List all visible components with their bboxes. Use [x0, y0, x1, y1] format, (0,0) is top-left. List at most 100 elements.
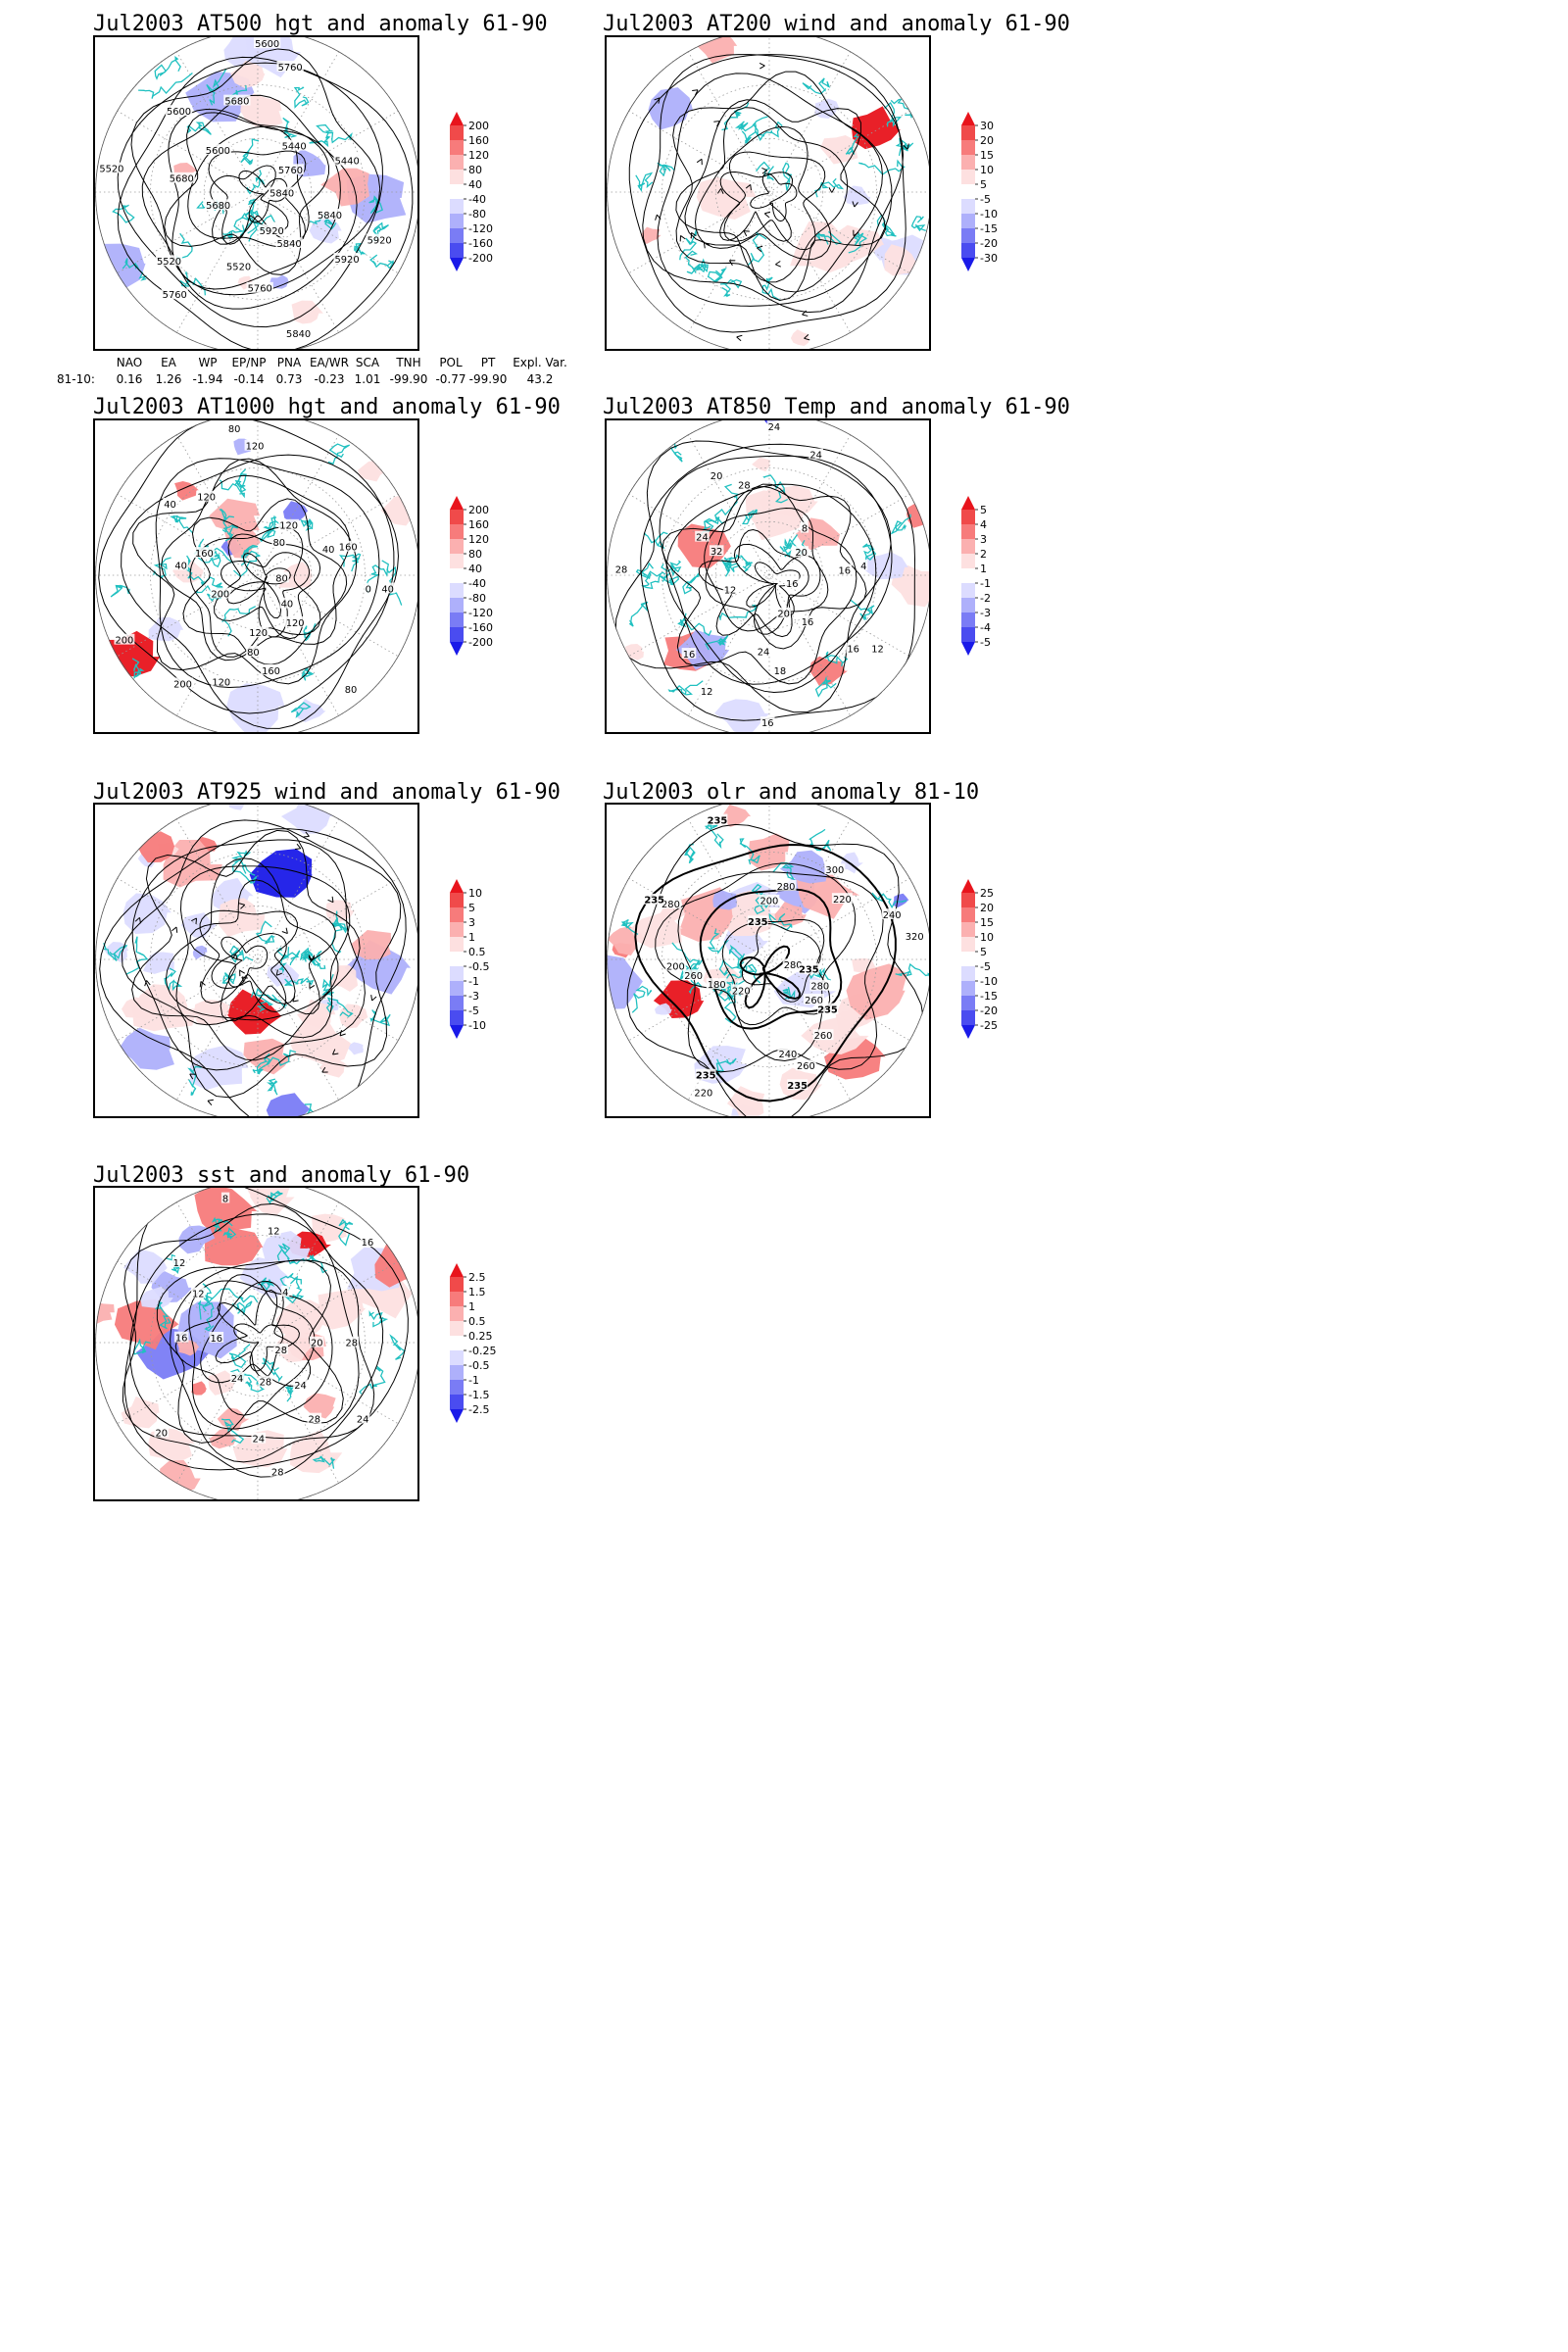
- streamline: [723, 151, 826, 251]
- coastline: [895, 137, 914, 157]
- streamline: [131, 829, 361, 1061]
- flow-arrow: [134, 916, 141, 924]
- coastline: [228, 1344, 251, 1368]
- colorbar-label: -5: [980, 960, 991, 973]
- contour-label: 5680: [224, 97, 249, 108]
- coastline: [876, 214, 897, 237]
- colorbar-swatch: [450, 539, 464, 554]
- contour-label: 40: [164, 500, 176, 511]
- positive-anomaly-area: [846, 963, 907, 1020]
- contour-label: 4: [860, 562, 866, 572]
- colorbar-bottom-arrow: [961, 258, 975, 271]
- negative-anomaly-area: [860, 552, 908, 579]
- contour-line: [123, 1188, 409, 1471]
- index-value-pol: -0.77: [435, 372, 466, 386]
- colorbar-swatch: [450, 510, 464, 524]
- colorbar-swatch: [961, 907, 975, 922]
- coastline: [198, 1283, 213, 1304]
- coastline: [164, 967, 183, 992]
- contour-line: [161, 474, 351, 662]
- contour-label: 16: [761, 718, 774, 729]
- colorbar-swatch: [961, 199, 975, 214]
- flow-arrow: [679, 235, 686, 242]
- colorbar-swatch: [450, 1277, 464, 1292]
- colorbar-swatch: [450, 1010, 464, 1025]
- contour-label: 40: [281, 600, 294, 611]
- contour-label-bg: [831, 893, 853, 905]
- coastline: [206, 68, 227, 106]
- colorbar-top-arrow: [961, 879, 975, 893]
- positive-anomaly-area: [191, 1381, 207, 1396]
- contour-line: [677, 871, 884, 1073]
- contour-label: 5520: [157, 257, 181, 268]
- contour-label: 200: [115, 636, 133, 647]
- contour-label: 4: [282, 1288, 288, 1298]
- colorbar-swatch: [450, 1380, 464, 1395]
- negative-anomaly-area: [249, 849, 313, 898]
- contour-label: 80: [273, 538, 286, 549]
- colorbar-label: -0.25: [468, 1345, 496, 1357]
- index-header-tnh: TNH: [396, 356, 421, 369]
- latitude-circle: [662, 84, 877, 300]
- colorbar-swatch: [450, 155, 464, 170]
- index-header-sca: SCA: [355, 356, 380, 369]
- colorbar-swatch: [450, 952, 464, 966]
- contour-label-bg: [226, 421, 242, 433]
- contour-label-bg: [254, 37, 281, 49]
- colorbar-swatch: [961, 228, 975, 243]
- contour-label-bg: [281, 1285, 290, 1297]
- positive-anomaly-area: [317, 1290, 367, 1330]
- coastline: [284, 977, 315, 987]
- contour-label-bg: [196, 490, 218, 502]
- coastline: [267, 515, 283, 539]
- meridian-line: [175, 818, 340, 1101]
- positive-anomaly-area: [891, 564, 929, 608]
- contour-label-bg: [269, 186, 296, 198]
- flow-arrow: [332, 1049, 339, 1055]
- contour-label-bg: [681, 648, 697, 659]
- colorbar-swatch: [961, 524, 975, 539]
- colorbar-label: -5: [980, 636, 991, 649]
- contour-label: 20: [155, 1429, 168, 1440]
- contour-label-bg: [224, 260, 253, 271]
- colorbar-olr: 25 20 15 10 5 -5 -10 -15 -20 -25: [959, 879, 1048, 1065]
- negative-anomaly-area: [675, 629, 730, 670]
- coastline: [187, 1065, 202, 1097]
- contour-label-bg: [274, 571, 289, 583]
- contour-label-bg: [275, 237, 303, 249]
- contour-label-bg: [808, 448, 823, 460]
- contour-label-bg: [364, 582, 372, 594]
- latitude-circle: [714, 905, 824, 1014]
- colorbar-label: 5: [468, 902, 475, 914]
- streamline: [131, 839, 366, 1071]
- colorbar-top-arrow: [450, 496, 464, 510]
- coastline: [122, 258, 148, 281]
- positive-anomaly-area: [217, 1407, 250, 1432]
- contour-line: [233, 1323, 284, 1372]
- coastline: [166, 1253, 181, 1274]
- contour-label-bg: [293, 1379, 308, 1391]
- coastline: [331, 918, 349, 954]
- contour-label: 24: [231, 1374, 244, 1385]
- contour-label-bg: [333, 252, 361, 264]
- coastline: [309, 213, 337, 230]
- coastline: [669, 435, 683, 463]
- contour-label: 5840: [286, 329, 311, 340]
- contour-label-bg: [904, 930, 925, 942]
- meridian-line: [687, 434, 852, 716]
- coastline: [255, 920, 275, 945]
- contour-line: [122, 1202, 384, 1478]
- contour-label-bg: [223, 94, 251, 106]
- contour-label: 160: [262, 666, 280, 677]
- flow-arrow: [757, 245, 763, 253]
- contour-label-bg: [280, 139, 308, 151]
- contour-label-bg: [695, 1068, 716, 1080]
- streamline: [642, 54, 905, 314]
- negative-anomaly-area: [839, 852, 863, 874]
- colorbar-swatch: [961, 125, 975, 140]
- colorbar-swatch: [450, 893, 464, 907]
- contour-label-bg: [246, 645, 261, 657]
- coastline: [202, 1288, 259, 1312]
- contour-label: 28: [309, 1415, 321, 1426]
